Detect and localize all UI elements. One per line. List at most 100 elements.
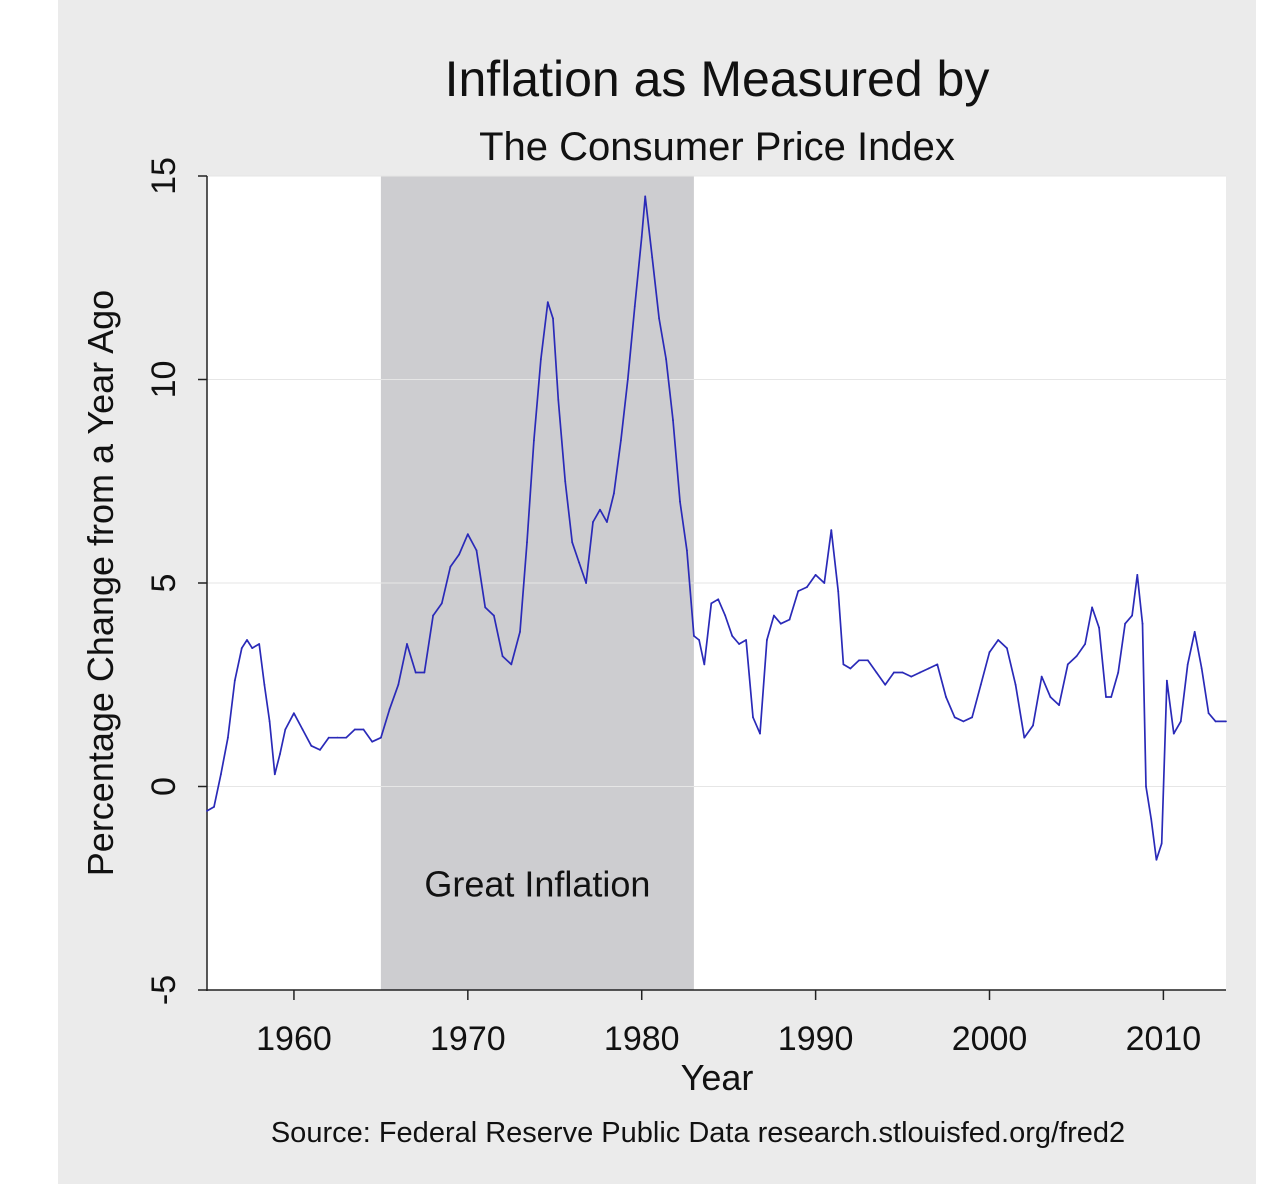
data-point	[1207, 712, 1210, 715]
data-point	[703, 663, 706, 666]
data-point	[962, 720, 965, 723]
data-point	[658, 317, 661, 320]
data-point	[240, 647, 243, 650]
data-point	[423, 671, 426, 674]
data-point	[823, 582, 826, 584]
data-point	[301, 728, 304, 731]
data-point	[866, 659, 869, 662]
data-point	[406, 643, 408, 645]
data-point	[327, 736, 330, 739]
data-point	[788, 618, 791, 621]
data-point	[226, 736, 229, 739]
data-point	[440, 602, 443, 605]
data-point	[475, 549, 478, 552]
data-point	[651, 256, 654, 259]
data-point	[633, 305, 636, 308]
data-point	[759, 732, 761, 735]
data-point	[353, 728, 356, 731]
data-point	[884, 683, 887, 686]
data-point	[458, 553, 461, 556]
data-point	[936, 663, 939, 666]
cpi-inflation-line	[206, 195, 1226, 861]
data-point	[619, 439, 622, 442]
x-tick-label-1970: 1970	[430, 1020, 506, 1058]
data-point	[251, 647, 254, 650]
y-axis-title: Percentage Change from a Year Ago	[80, 290, 121, 876]
data-point	[1165, 679, 1168, 682]
gridlines	[207, 175, 1226, 787]
data-point	[1150, 818, 1153, 820]
data-point	[686, 549, 688, 552]
data-point	[858, 659, 860, 662]
data-point	[953, 716, 956, 719]
data-point	[293, 712, 295, 715]
data-point	[1131, 614, 1133, 617]
data-point	[1032, 724, 1034, 727]
data-point	[806, 586, 808, 588]
data-point	[310, 744, 313, 747]
data-point	[388, 708, 391, 711]
data-point	[1058, 704, 1060, 706]
data-point	[578, 561, 581, 564]
data-point	[258, 643, 261, 645]
data-point	[546, 301, 549, 304]
data-point	[945, 696, 947, 698]
data-point	[279, 753, 281, 755]
data-point	[1066, 663, 1069, 666]
y-axis-ticks: -5 0 5 10 15	[145, 157, 207, 1005]
data-point	[1023, 736, 1026, 739]
data-point	[971, 716, 974, 719]
data-point	[1225, 720, 1227, 723]
data-point	[842, 663, 845, 666]
data-point	[1155, 858, 1158, 861]
data-point	[466, 533, 469, 536]
data-point	[979, 683, 982, 686]
data-point	[599, 508, 601, 511]
chart-subtitle: The Consumer Price Index	[479, 125, 955, 169]
data-point	[268, 720, 271, 723]
data-point	[1105, 696, 1107, 698]
data-point	[752, 716, 754, 719]
data-point	[371, 740, 374, 743]
data-point	[766, 639, 768, 641]
y-tick-label-0: 0	[145, 777, 183, 796]
data-point	[519, 630, 521, 633]
data-point	[284, 728, 287, 731]
data-point	[1186, 663, 1189, 666]
data-point	[731, 635, 734, 637]
y-tick-label-10: 10	[145, 361, 183, 399]
data-point	[484, 606, 487, 609]
data-point	[397, 683, 400, 686]
data-point	[1049, 696, 1052, 698]
data-point	[679, 500, 681, 503]
data-point	[640, 236, 643, 238]
data-point	[710, 602, 713, 605]
data-point	[501, 655, 504, 658]
data-point	[1040, 675, 1043, 678]
data-point	[233, 679, 236, 682]
data-point	[1136, 573, 1139, 576]
y-tick-label-5: 5	[145, 574, 183, 593]
data-point	[717, 598, 720, 601]
data-point	[1091, 606, 1094, 609]
x-tick-label-1960: 1960	[256, 1020, 332, 1058]
data-point	[336, 736, 339, 739]
data-point	[837, 590, 840, 593]
data-point	[1214, 720, 1217, 723]
data-point	[745, 639, 747, 641]
data-point	[875, 671, 878, 674]
data-point	[772, 614, 775, 617]
data-point	[1117, 671, 1120, 674]
data-point	[1005, 647, 1008, 650]
x-tick-label-1990: 1990	[778, 1020, 854, 1058]
data-point	[1098, 626, 1100, 629]
data-point	[797, 590, 800, 593]
data-point	[814, 573, 817, 576]
data-point	[692, 635, 695, 637]
data-point	[345, 736, 348, 739]
data-point	[698, 639, 701, 641]
data-point	[1141, 622, 1144, 625]
data-point	[644, 195, 647, 198]
data-point	[849, 667, 852, 670]
